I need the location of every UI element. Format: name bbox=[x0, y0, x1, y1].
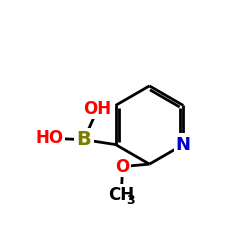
Text: CH: CH bbox=[108, 186, 134, 204]
Text: 3: 3 bbox=[126, 194, 135, 206]
Text: O: O bbox=[116, 158, 130, 176]
Text: B: B bbox=[76, 130, 91, 149]
Text: HO: HO bbox=[36, 130, 64, 148]
Text: OH: OH bbox=[83, 100, 111, 118]
Text: N: N bbox=[176, 136, 191, 154]
